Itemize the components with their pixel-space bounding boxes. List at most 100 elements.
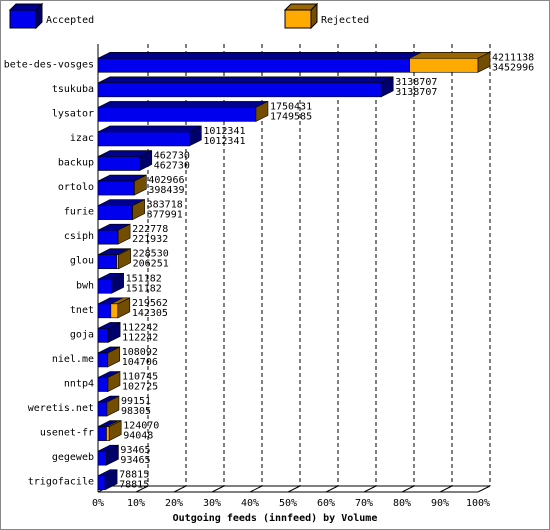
- x-tick-label: 30%: [203, 498, 221, 509]
- total-label: 78815: [119, 470, 149, 481]
- value-label: 98305: [121, 406, 151, 417]
- value-label: 206251: [133, 259, 169, 270]
- bar: [97, 426, 107, 441]
- y-tick-label: nntp4: [64, 379, 94, 390]
- value-label: 1012341: [203, 136, 245, 147]
- x-tick-label: 70%: [355, 498, 373, 509]
- bar-side: [107, 371, 121, 392]
- y-tick-label: weretis.net: [28, 403, 94, 414]
- value-label: 151182: [126, 283, 162, 294]
- y-tick-label: tsukuba: [52, 84, 94, 95]
- bar-side: [189, 125, 202, 147]
- y-tick-label: furie: [64, 207, 94, 218]
- bar-side: [380, 76, 394, 98]
- bar-side: [104, 469, 118, 491]
- tick-mark: [249, 485, 263, 493]
- bar-side: [477, 51, 491, 73]
- bar-side: [132, 199, 145, 221]
- x-tick-label: 50%: [279, 498, 297, 509]
- bar-top: [97, 101, 269, 108]
- legend-swatch-side: [310, 2, 318, 30]
- y-tick-label: glou: [70, 256, 94, 267]
- y-tick-label: izac: [70, 133, 94, 144]
- bar-top: [97, 76, 394, 84]
- bar: [97, 180, 135, 196]
- bar: [97, 57, 410, 73]
- legend-swatch: [9, 9, 37, 29]
- total-label: 1750431: [270, 101, 312, 112]
- x-tick-label: 60%: [317, 498, 335, 509]
- x-tick-label: 20%: [165, 498, 183, 509]
- bar-side: [111, 272, 124, 294]
- x-tick-label: 0%: [92, 498, 104, 509]
- bar: [106, 426, 110, 441]
- total-label: 228530: [133, 249, 169, 260]
- y-tick-label: niel.me: [52, 354, 94, 365]
- bar: [97, 229, 119, 245]
- tick-mark: [287, 485, 301, 493]
- bar: [97, 303, 112, 319]
- y-tick-label: goja: [70, 329, 94, 340]
- bar-side: [117, 297, 131, 319]
- bar-side: [134, 174, 147, 196]
- total-label: 151182: [126, 273, 162, 284]
- value-label: 94048: [123, 431, 153, 442]
- bar-side: [118, 248, 131, 270]
- total-label: 222778: [132, 224, 168, 235]
- bar-side: [107, 321, 121, 343]
- bar: [110, 303, 119, 319]
- bar-top: [409, 51, 491, 59]
- tick-mark: [211, 485, 225, 493]
- bar: [97, 254, 117, 270]
- bar: [97, 131, 190, 147]
- tick-mark: [325, 485, 339, 493]
- total-label: 112242: [122, 322, 158, 333]
- value-label: 102725: [122, 382, 158, 393]
- total-label: 219562: [132, 298, 168, 309]
- legend-swatch: [284, 9, 312, 29]
- legend-swatch-side: [35, 2, 43, 30]
- bar: [97, 352, 108, 368]
- tick-mark: [477, 485, 491, 493]
- bar-side: [117, 223, 131, 245]
- y-tick-label: ortolo: [58, 182, 94, 193]
- bar-side: [106, 444, 119, 466]
- total-label: 4211138: [492, 52, 534, 63]
- total-label: 1012341: [203, 126, 245, 137]
- legend-label: Accepted: [46, 15, 94, 26]
- total-label: 108092: [122, 347, 158, 358]
- y-tick-label: usenet-fr: [40, 428, 94, 439]
- y-tick-label: bwh: [76, 280, 94, 291]
- total-label: 93465: [120, 445, 150, 456]
- bar: [409, 57, 479, 73]
- value-label: 221932: [132, 234, 168, 245]
- bar-top: [97, 125, 202, 133]
- bar: [97, 450, 107, 466]
- value-label: 104706: [122, 357, 158, 368]
- bar-top: [97, 51, 422, 59]
- value-label: 398439: [148, 185, 184, 196]
- total-label: 99151: [121, 396, 151, 407]
- x-tick-label: 40%: [241, 498, 259, 509]
- total-label: 3138707: [395, 77, 437, 88]
- bar-side: [139, 150, 153, 171]
- tick-mark: [439, 485, 453, 493]
- y-tick-label: bete-des-vosges: [4, 59, 94, 70]
- bar: [97, 205, 133, 220]
- value-label: 1749585: [270, 111, 312, 122]
- tick-mark: [363, 485, 377, 493]
- total-label: 462730: [154, 151, 190, 162]
- value-label: 377991: [147, 210, 183, 221]
- bar: [97, 278, 112, 294]
- bar-side: [108, 420, 122, 442]
- y-tick-label: backup: [58, 158, 94, 169]
- bar-side: [106, 395, 120, 417]
- x-tick-label: 80%: [393, 498, 411, 509]
- legend-label: Rejected: [321, 15, 369, 26]
- bar: [97, 328, 109, 343]
- bar: [97, 475, 106, 491]
- y-tick-label: trigofacile: [28, 477, 94, 488]
- bar: [97, 82, 382, 98]
- total-label: 383718: [147, 200, 183, 211]
- bar: [116, 254, 119, 270]
